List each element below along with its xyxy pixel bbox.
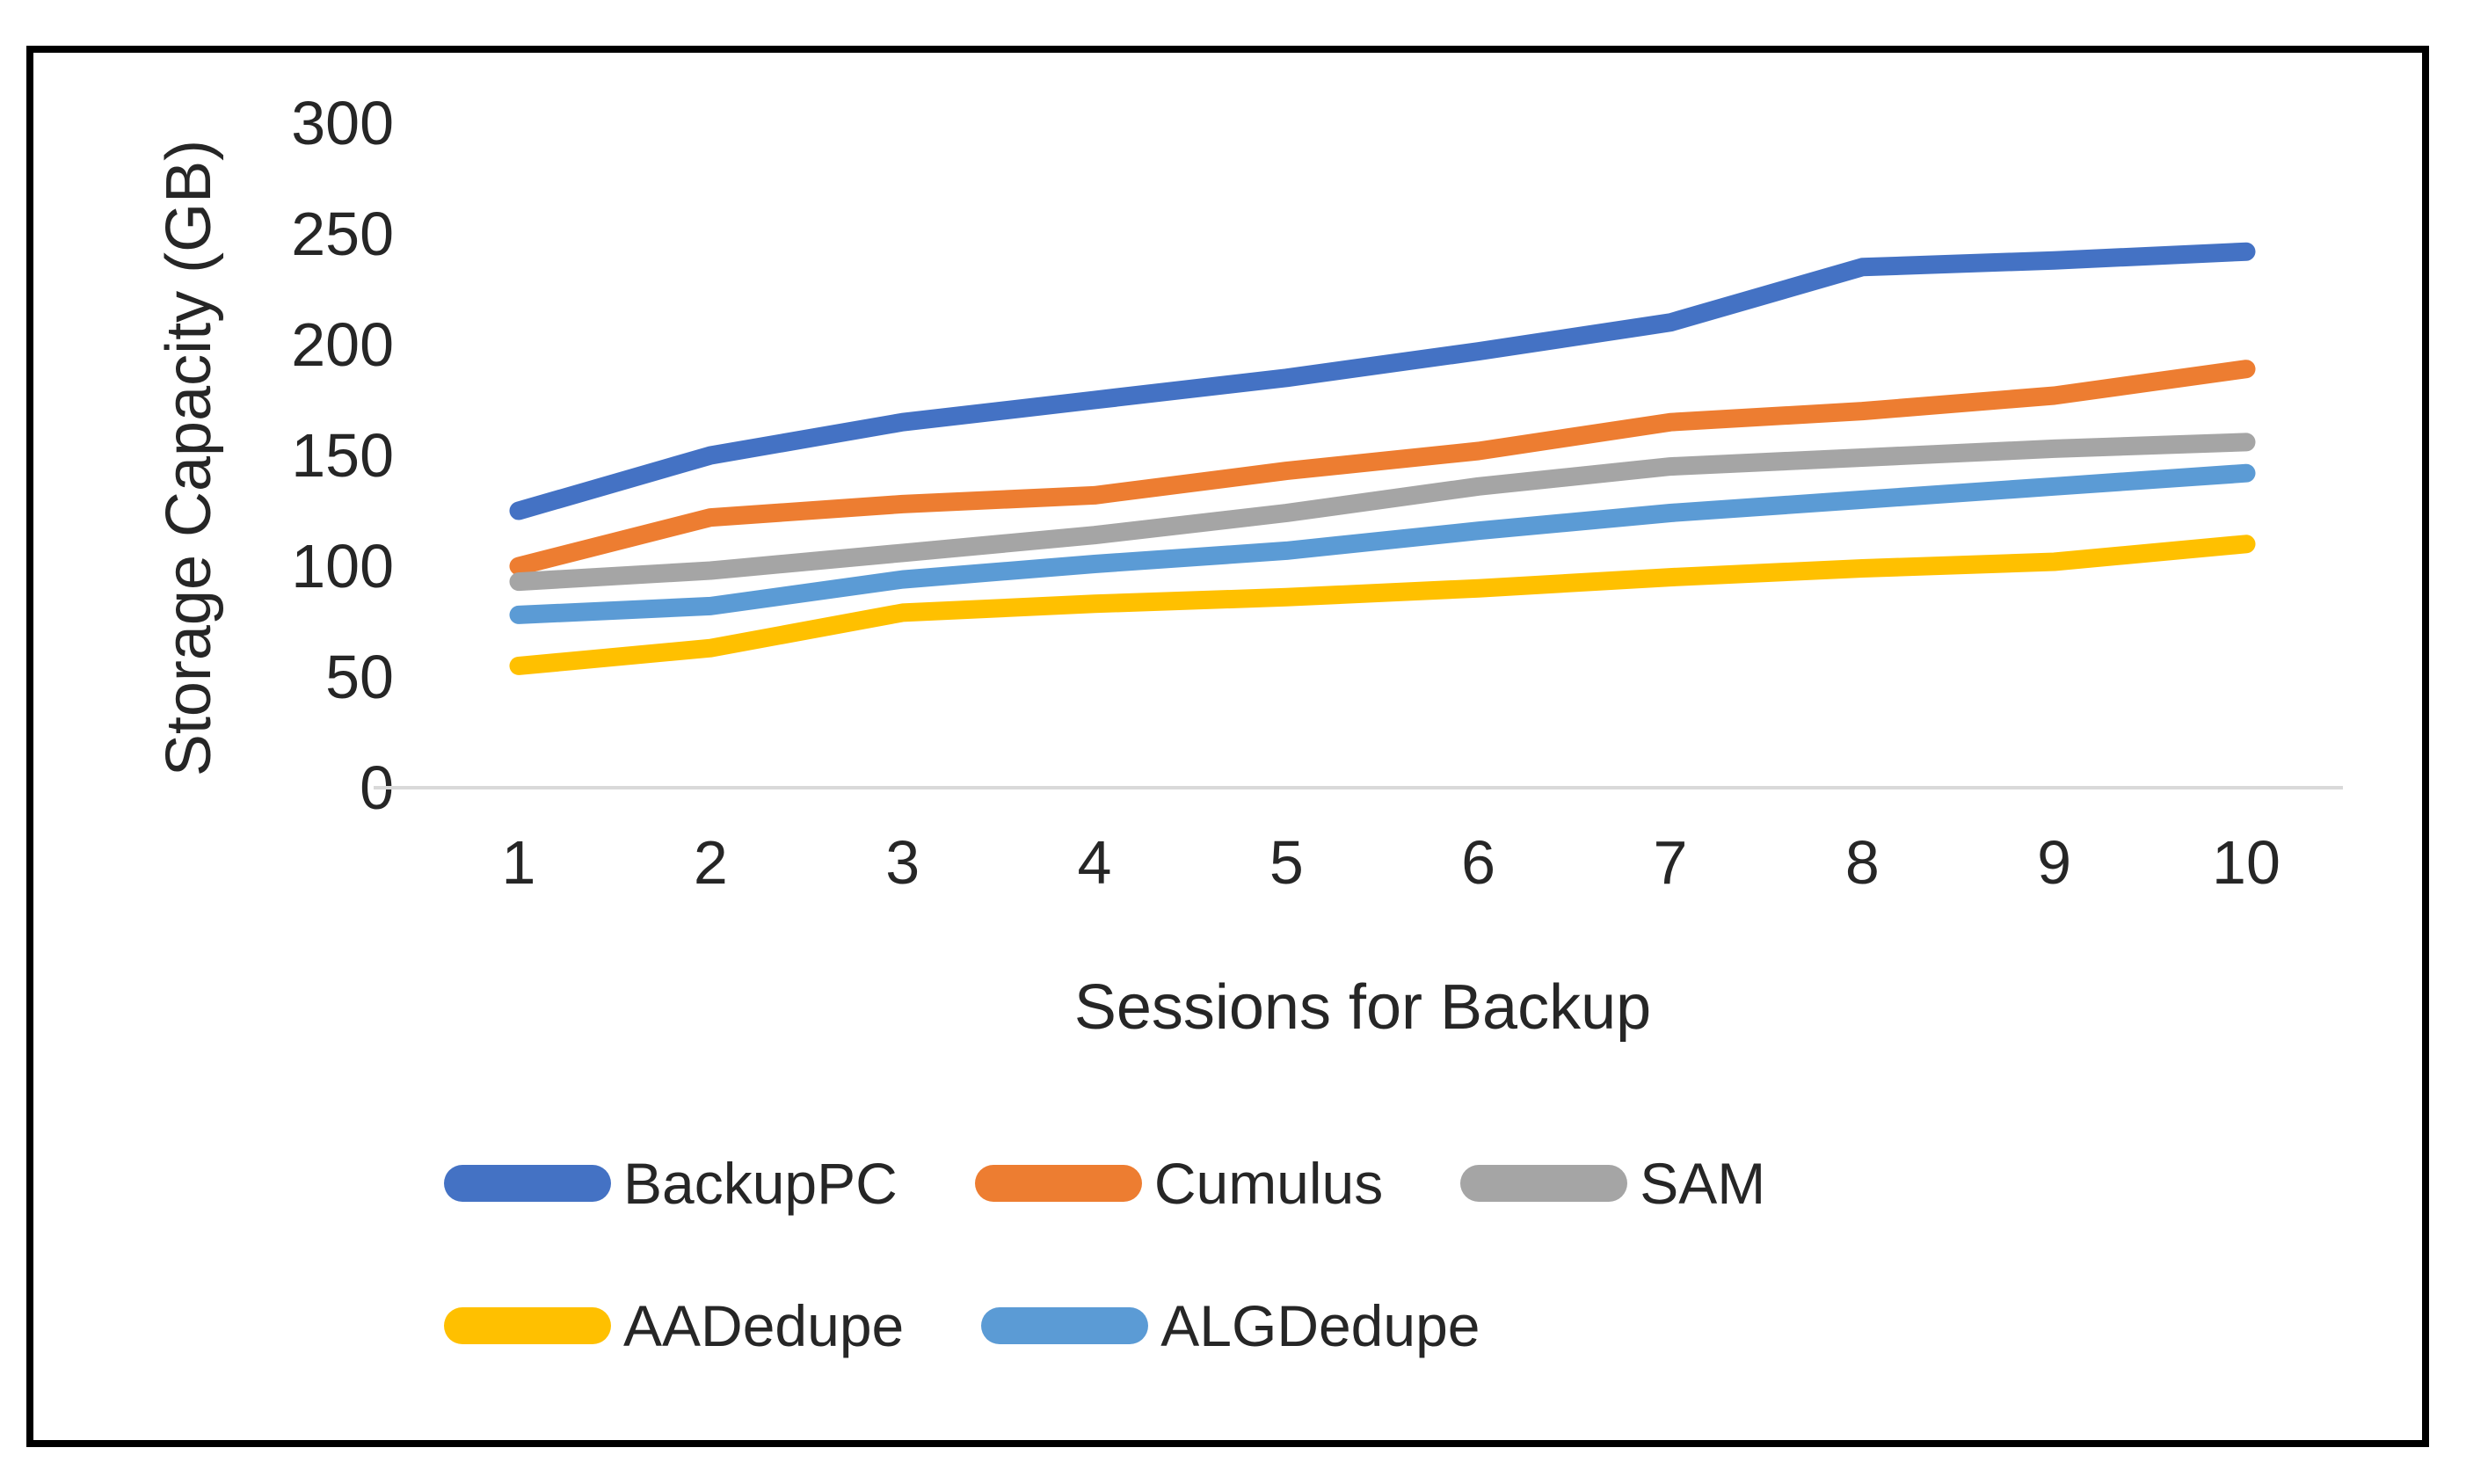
legend-swatch-aadedupe xyxy=(444,1307,611,1344)
x-axis-tick-labels: 1 2 3 4 5 6 7 8 9 10 xyxy=(502,828,2281,897)
legend-label: ALGDedupe xyxy=(1160,1293,1480,1358)
legend-item-cumulus: Cumulus xyxy=(974,1150,1384,1217)
legend-row-1: BackupPC Cumulus SAM xyxy=(444,1143,1843,1224)
x-tick-label: 10 xyxy=(2212,828,2281,897)
series-lines xyxy=(509,242,2256,675)
legend-item-backuppc: BackupPC xyxy=(444,1150,898,1217)
y-tick-label: 200 xyxy=(291,310,394,379)
legend-item-algdedupe: ALGDedupe xyxy=(981,1292,1480,1359)
x-tick-label: 9 xyxy=(2037,828,2071,897)
y-tick-label: 150 xyxy=(291,421,394,490)
series-line-aadedupe xyxy=(509,535,2256,675)
legend-swatch-backuppc xyxy=(444,1165,611,1202)
legend-label: BackupPC xyxy=(623,1151,898,1216)
series-line-cumulus xyxy=(509,360,2256,576)
x-tick-label: 8 xyxy=(1845,828,1880,897)
x-tick-label: 1 xyxy=(502,828,536,897)
y-tick-label: 250 xyxy=(291,200,394,268)
legend-label: AADedupe xyxy=(623,1293,905,1358)
x-tick-label: 7 xyxy=(1654,828,1688,897)
y-axis-title: Storage Capacity (GB) xyxy=(154,139,224,777)
y-tick-label: 100 xyxy=(291,532,394,600)
legend-item-sam: SAM xyxy=(1460,1150,1765,1217)
legend-item-aadedupe: AADedupe xyxy=(444,1292,904,1359)
x-axis-title: Sessions for Backup xyxy=(1073,972,1652,1043)
legend-swatch-cumulus xyxy=(974,1165,1142,1202)
x-tick-label: 5 xyxy=(1269,828,1304,897)
legend-label: SAM xyxy=(1640,1151,1766,1216)
series-line-backuppc xyxy=(509,242,2256,520)
series-line-algdedupe xyxy=(509,463,2256,624)
legend-label: Cumulus xyxy=(1153,1151,1384,1216)
chart-frame xyxy=(26,46,2429,1447)
y-tick-label: 300 xyxy=(291,89,394,157)
legend-swatch-sam xyxy=(1460,1165,1628,1202)
x-tick-label: 6 xyxy=(1461,828,1495,897)
x-tick-label: 4 xyxy=(1078,828,1112,897)
series-line-sam xyxy=(509,433,2256,592)
legend-row-2: AADedupe ALGDedupe xyxy=(444,1285,1558,1366)
x-tick-label: 2 xyxy=(694,828,728,897)
y-tick-label: 50 xyxy=(325,643,394,711)
x-tick-label: 3 xyxy=(885,828,920,897)
legend-swatch-algdedupe xyxy=(981,1307,1149,1344)
